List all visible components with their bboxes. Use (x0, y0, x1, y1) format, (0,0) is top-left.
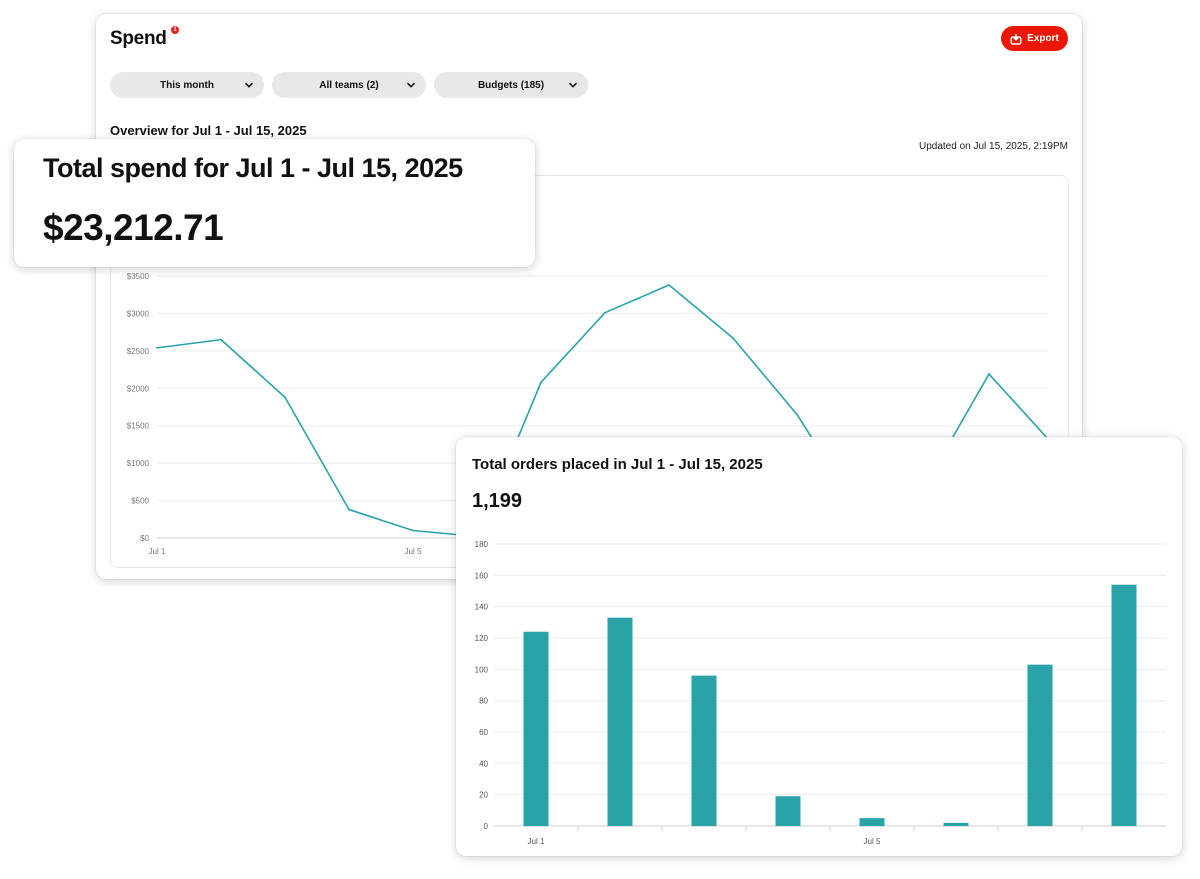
chevron-down-icon (568, 82, 578, 88)
spend-line-segment (220, 338, 286, 399)
y-tick-label: 140 (475, 603, 489, 612)
orders-bar (943, 822, 969, 826)
spend-data-point (796, 413, 798, 416)
spend-data-point (540, 381, 542, 384)
x-tick-label: Jul 1 (528, 837, 545, 846)
spend-data-point (220, 338, 222, 341)
y-tick-label: 180 (475, 540, 489, 549)
total-spend-value: $23,212.71 (43, 207, 224, 248)
spend-line-segment (540, 311, 606, 384)
spend-data-point (284, 396, 286, 399)
spend-data-point (604, 311, 606, 314)
y-tick-label: 100 (475, 665, 489, 674)
total-orders-title: Total orders placed in Jul 1 - Jul 15, 2… (472, 456, 763, 473)
x-tick-label: Jul 5 (864, 837, 881, 846)
page-title: Spend (110, 28, 167, 49)
orders-bar (523, 631, 549, 826)
y-tick-label: 40 (479, 759, 488, 768)
y-tick-label: $3000 (127, 309, 150, 318)
spend-data-point (412, 529, 414, 532)
spend-line-segment (732, 337, 798, 416)
total-spend-card: Total spend for Jul 1 - Jul 15, 2025 $23… (14, 139, 535, 267)
budgets-filter-label: Budgets (185) (477, 79, 545, 91)
spend-data-point (348, 508, 350, 511)
budgets-filter[interactable]: Budgets (185) (434, 72, 588, 98)
y-tick-label: $1000 (127, 459, 150, 468)
x-tick-label: Jul 1 (149, 547, 166, 556)
teams-filter[interactable]: All teams (2) (272, 72, 426, 98)
notification-badge: 1 (171, 26, 179, 34)
spend-data-point (732, 337, 734, 340)
chevron-down-icon (406, 82, 416, 88)
date-range-filter[interactable]: This month (110, 72, 264, 98)
orders-bar (1027, 664, 1053, 826)
y-tick-label: $2000 (127, 384, 150, 393)
total-spend-title: Total spend for Jul 1 - Jul 15, 2025 (43, 153, 463, 183)
orders-bar (691, 675, 717, 826)
spend-data-point (156, 346, 158, 349)
overview-heading: Overview for Jul 1 - Jul 15, 2025 (110, 123, 307, 138)
date-range-filter-label: This month (160, 79, 214, 91)
orders-bar (775, 796, 801, 826)
spend-line-segment (348, 508, 414, 532)
export-button[interactable]: Export (1001, 26, 1068, 51)
y-tick-label: 60 (479, 728, 488, 737)
spend-line-segment (604, 284, 670, 314)
y-tick-label: $3500 (127, 272, 150, 281)
y-tick-label: 160 (475, 571, 489, 580)
spend-data-point (668, 284, 670, 286)
y-tick-label: $2500 (127, 347, 150, 356)
y-tick-label: 80 (479, 697, 488, 706)
teams-filter-label: All teams (2) (319, 79, 379, 91)
orders-bar (607, 617, 633, 826)
y-tick-label: $0 (140, 534, 149, 543)
x-tick-label: Jul 5 (405, 547, 422, 556)
y-tick-label: 120 (475, 634, 489, 643)
chevron-down-icon (244, 82, 254, 88)
orders-bar (859, 818, 885, 826)
y-tick-label: 20 (479, 791, 488, 800)
spend-line-segment (988, 373, 1054, 446)
spend-line-segment (668, 284, 734, 339)
spend-line-segment (156, 338, 222, 349)
spend-data-point (988, 373, 990, 375)
orders-bar (1111, 584, 1137, 826)
y-tick-label: $500 (131, 497, 149, 506)
y-tick-label: $1500 (127, 422, 150, 431)
total-orders-card: Total orders placed in Jul 1 - Jul 15, 2… (456, 437, 1182, 856)
export-icon (1010, 33, 1022, 45)
orders-bar-chart: 0 20 40 60 80 100 120 140 160 180 Jul 1 Jul 5 (475, 540, 1166, 846)
total-orders-value: 1,199 (472, 490, 523, 512)
spend-line-segment (284, 396, 350, 511)
y-tick-label: 0 (484, 822, 489, 831)
updated-timestamp: Updated on Jul 15, 2025, 2:19PM (919, 141, 1068, 152)
export-label: Export (1027, 33, 1059, 44)
